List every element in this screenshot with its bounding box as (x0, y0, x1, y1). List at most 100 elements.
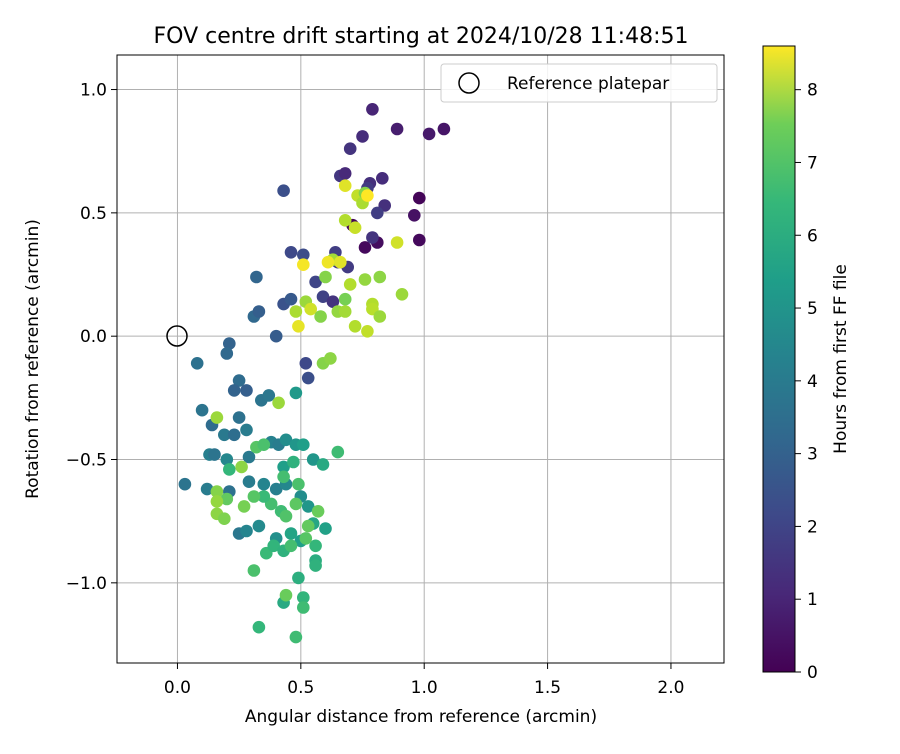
data-point (247, 490, 261, 503)
data-point (223, 337, 236, 350)
data-point (338, 292, 352, 306)
data-point (289, 305, 303, 318)
data-point (319, 270, 332, 284)
data-point (210, 485, 224, 498)
colorbar: 0 1 2 3 4 5 6 7 8 Hours from first FF file (762, 45, 851, 683)
x-tick-label: 0.0 (164, 678, 191, 698)
data-point (413, 191, 426, 205)
y-tick-label: −0.5 (66, 451, 107, 471)
data-point (390, 122, 404, 136)
data-point (373, 310, 387, 323)
x-tick-label: 0.5 (287, 678, 314, 698)
data-point (240, 524, 253, 538)
data-point (292, 571, 305, 585)
data-point (299, 532, 313, 545)
colorbar-tick-label: 1 (807, 590, 818, 610)
x-axis-ticks: 0.0 0.5 1.0 1.5 2.0 (164, 663, 684, 698)
legend: Reference platepar (440, 63, 718, 103)
data-point (218, 428, 231, 442)
data-point (309, 539, 322, 553)
colorbar-tick-label: 7 (807, 153, 818, 173)
data-point (343, 278, 357, 291)
y-axis-label: Rotation from reference (arcmin) (23, 219, 43, 499)
data-point (252, 519, 266, 533)
colorbar-tick-label: 4 (807, 372, 818, 392)
data-point (279, 433, 293, 447)
data-point (242, 475, 256, 489)
data-point (240, 423, 253, 437)
data-point (284, 246, 298, 259)
data-point (227, 384, 241, 397)
grid-lines (117, 55, 724, 663)
data-point (257, 490, 271, 503)
data-point (321, 255, 335, 269)
data-point (390, 236, 404, 249)
data-point (437, 122, 451, 136)
data-point (324, 352, 337, 365)
data-point (284, 539, 298, 553)
data-point (316, 290, 330, 304)
data-point (338, 305, 352, 318)
data-point (311, 505, 325, 518)
data-point (289, 630, 303, 644)
data-point (267, 539, 281, 553)
data-point (269, 329, 283, 343)
data-point (220, 492, 234, 506)
data-point (334, 255, 347, 269)
y-tick-label: 0.0 (80, 327, 107, 347)
legend-box (440, 63, 718, 103)
data-point (232, 411, 246, 424)
data-point (301, 371, 315, 385)
data-point (279, 588, 293, 602)
data-point (343, 142, 357, 155)
plot-frame (116, 54, 725, 664)
colorbar-tick-label: 8 (807, 81, 818, 101)
data-point (361, 189, 374, 202)
data-point (299, 357, 313, 370)
data-point (366, 103, 379, 116)
data-point (237, 500, 251, 513)
data-point (240, 384, 253, 397)
data-point (200, 482, 214, 496)
data-point (316, 458, 330, 471)
colorbar-tick-label: 5 (807, 299, 818, 319)
data-point (227, 428, 241, 442)
data-point (220, 347, 234, 360)
data-point (297, 601, 310, 614)
data-point (297, 248, 310, 262)
legend-entry-label: Reference platepar (507, 74, 669, 94)
data-point (338, 179, 352, 192)
data-point (279, 509, 293, 523)
data-point (272, 396, 285, 410)
data-point (413, 233, 426, 247)
data-point (297, 591, 310, 604)
data-point (366, 231, 379, 244)
colorbar-tick-label: 3 (807, 445, 818, 465)
data-point (304, 302, 318, 316)
data-point (287, 455, 300, 469)
data-point (210, 495, 224, 508)
data-point (297, 438, 310, 452)
data-point (232, 374, 246, 387)
data-point (208, 448, 221, 461)
data-point (284, 292, 298, 306)
data-point (348, 221, 362, 234)
data-point (257, 438, 271, 452)
data-point (252, 620, 266, 634)
data-point (269, 482, 283, 496)
data-point (277, 470, 290, 484)
data-point (292, 320, 305, 333)
data-point (242, 450, 256, 464)
colorbar-label: Hours from first FF file (831, 264, 851, 454)
data-point (306, 453, 320, 466)
chart-title: FOV centre drift starting at 2024/10/28 … (154, 24, 689, 49)
data-point (301, 500, 315, 513)
data-point (358, 273, 372, 286)
data-point (309, 275, 322, 289)
data-point (252, 305, 266, 318)
data-point (422, 127, 436, 141)
data-point (371, 206, 384, 220)
data-point (348, 320, 362, 333)
data-point (292, 477, 305, 491)
